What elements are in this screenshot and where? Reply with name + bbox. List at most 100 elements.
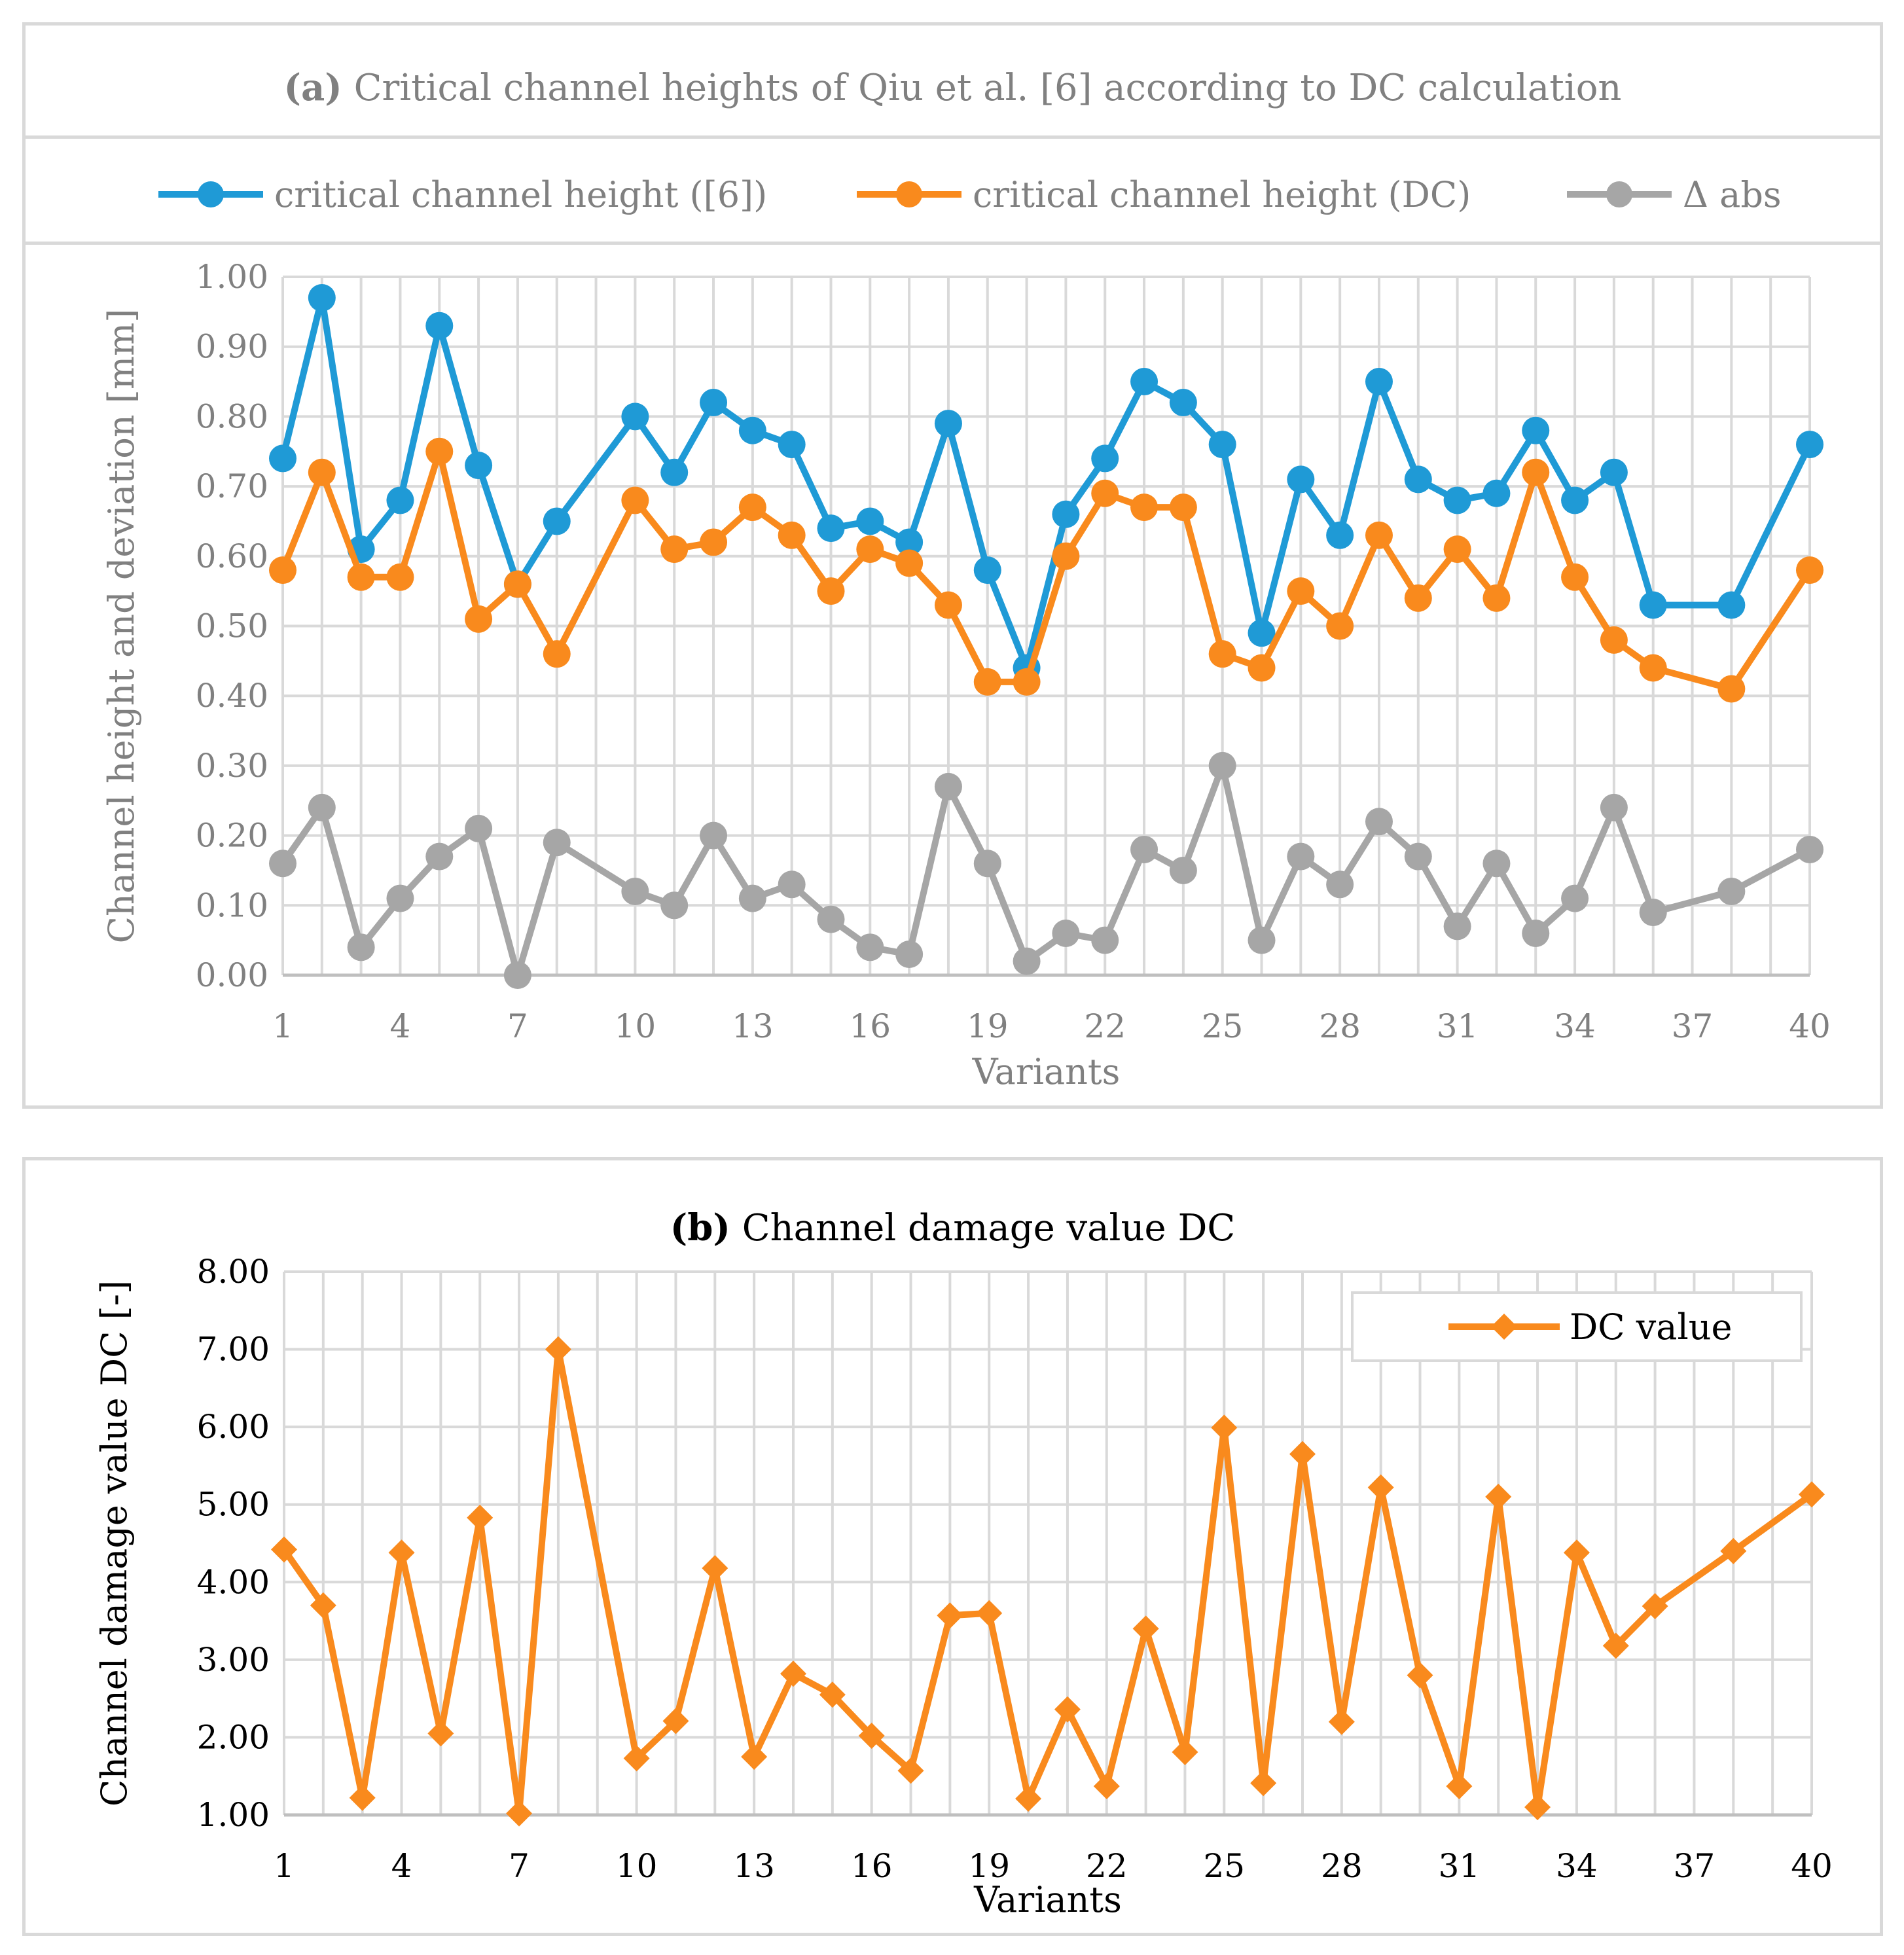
chart-b-x-tick-label: 13 — [733, 1847, 775, 1885]
chart-a-y-tick-label: 0.30 — [196, 747, 268, 785]
chart-a-y-tick-label: 0.10 — [196, 886, 268, 924]
chart-a-data-point — [1052, 500, 1080, 528]
chart-b-data-point — [427, 1720, 454, 1747]
chart-a-data-point — [621, 877, 649, 905]
chart-a-data-point — [1482, 850, 1511, 878]
chart-b-gridlines — [283, 1270, 1813, 1816]
chart-b-y-tick-label: 7.00 — [197, 1331, 270, 1369]
chart-a-data-point — [1404, 465, 1432, 493]
chart-a-data-point — [1404, 584, 1432, 612]
chart-a-data-point — [308, 793, 336, 821]
chart-a-data-point — [1326, 521, 1354, 549]
chart-b-data-point — [858, 1723, 885, 1749]
chart-a-y-tick-label: 0.40 — [196, 677, 268, 715]
chart-a-y-tick-label: 0.50 — [196, 607, 268, 645]
chart-a-x-tick-label: 28 — [1319, 1007, 1361, 1045]
chart-a-data-point — [660, 535, 689, 564]
chart-a-data-point — [1443, 912, 1471, 941]
chart-a-x-axis-label: Variants — [972, 1051, 1121, 1092]
chart-a-data-point — [1169, 856, 1197, 884]
chart-b-data-point — [623, 1745, 650, 1772]
chart-a-data-point — [934, 591, 962, 619]
chart-b-data-point — [1485, 1483, 1512, 1510]
chart-a-data-point — [1287, 577, 1315, 605]
panel-a-title-text: Critical channel heights of Qiu et al. [… — [353, 67, 1622, 109]
chart-a-data-point — [660, 458, 689, 486]
chart-b-data-point — [271, 1536, 297, 1563]
chart-a-data-point — [1639, 654, 1667, 682]
chart-b-data-point — [1642, 1593, 1668, 1620]
legend-label-dc-value: DC value — [1570, 1306, 1733, 1348]
chart-b-data-point — [506, 1800, 533, 1827]
chart-a-x-tick-label: 37 — [1672, 1007, 1714, 1045]
chart-a-data-point — [1443, 486, 1471, 514]
chart-b-x-tick-label: 28 — [1321, 1847, 1363, 1885]
chart-a-data-point — [738, 493, 766, 522]
legend-marker-orange-icon — [857, 181, 961, 207]
chart-a-data-point — [425, 312, 454, 340]
chart-a-data-point — [738, 416, 766, 444]
chart-a-series-0 — [269, 284, 1823, 682]
chart-b-data-point — [702, 1554, 728, 1581]
chart-b-x-tick-label: 37 — [1674, 1847, 1715, 1885]
chart-a-data-point — [1208, 431, 1236, 459]
chart-b-y-tick-label: 1.00 — [197, 1796, 270, 1834]
chart-a-data-point — [1600, 626, 1628, 654]
chart-a-data-point — [1052, 919, 1080, 947]
panel-b-chart: (b) Channel damage value DC 1.00 2.00 3.00… — [22, 1157, 1883, 1936]
chart-b-y-tick-label: 2.00 — [197, 1718, 270, 1756]
chart-b-x-tick-label: 22 — [1086, 1847, 1128, 1885]
chart-a-data-point — [778, 431, 806, 459]
chart-b-data-point — [1093, 1773, 1120, 1800]
chart-a-data-point — [1522, 458, 1550, 486]
chart-a-data-point — [1639, 898, 1667, 926]
chart-b-y-tick-label: 5.00 — [197, 1486, 270, 1524]
chart-b-data-point — [819, 1681, 846, 1708]
chart-b-y-tick-label: 6.00 — [197, 1408, 270, 1446]
chart-a-y-tick-label: 0.60 — [196, 537, 268, 575]
chart-a-data-point — [308, 284, 336, 312]
chart-a-data-point — [1208, 640, 1236, 668]
chart-b-data-point — [1054, 1696, 1081, 1723]
chart-b-data-point — [1602, 1632, 1629, 1659]
chart-a-data-point — [973, 850, 1001, 878]
chart-b-y-tick-label: 4.00 — [197, 1563, 270, 1601]
chart-a-data-point — [1796, 431, 1823, 459]
chart-a-x-tick-label: 19 — [967, 1007, 1009, 1045]
chart-a-data-point — [1717, 877, 1746, 905]
chart-b-y-tick-label: 3.00 — [197, 1641, 270, 1679]
chart-b-y-axis-label: Channel damage value DC [-] — [94, 1280, 135, 1806]
chart-a-data-point — [465, 452, 493, 480]
chart-b-data-point — [388, 1539, 415, 1566]
chart-b-data-point — [780, 1660, 806, 1687]
chart-b-data-point — [467, 1504, 494, 1531]
chart-a-data-point — [1365, 368, 1393, 396]
chart-b-data-point — [741, 1744, 768, 1770]
chart-a-data-point — [1600, 793, 1628, 821]
chart-a-y-tick-label: 0.00 — [196, 956, 268, 994]
chart-a-data-point — [817, 905, 845, 933]
chart-a-data-point — [1522, 919, 1550, 947]
chart-a-data-point — [1208, 751, 1236, 780]
chart-b-data-point — [1132, 1615, 1159, 1642]
chart-a-x-tick-label: 1 — [272, 1007, 293, 1045]
chart-b-x-axis-label: Variants — [973, 1879, 1122, 1920]
legend-label-delta: Δ abs — [1683, 173, 1782, 215]
chart-a-data-point — [856, 507, 884, 535]
chart-a-data-point — [1130, 493, 1159, 522]
chart-a-data-point — [1404, 842, 1432, 870]
legend-marker-diamond-icon — [1448, 1314, 1560, 1340]
chart-b-x-tick-label: 40 — [1791, 1847, 1833, 1885]
chart-a-data-point — [1287, 465, 1315, 493]
chart-a-data-point — [1561, 486, 1589, 514]
chart-b-data-point — [1250, 1770, 1277, 1797]
chart-b-data-point — [1720, 1537, 1747, 1564]
chart-a-data-point — [386, 884, 414, 912]
chart-a-data-point — [1561, 884, 1589, 912]
chart-a-data-point — [1365, 808, 1393, 836]
chart-a-x-tick-label: 25 — [1202, 1007, 1244, 1045]
chart-a-data-point — [738, 884, 766, 912]
chart-b-data-point — [662, 1708, 689, 1734]
chart-a-plot: 0.00 0.10 0.20 0.30 0.40 0.50 0.60 0.70 0.80 0.90… — [101, 258, 1831, 1092]
chart-a-data-point — [1365, 521, 1393, 549]
